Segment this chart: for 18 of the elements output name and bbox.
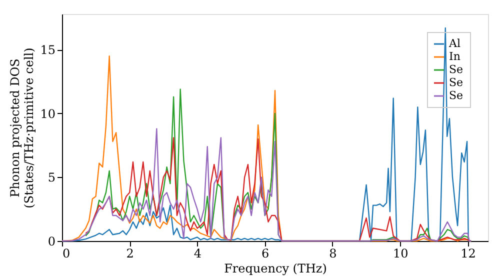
x-tick-label: 2 <box>126 246 134 260</box>
y-axis-title: Phonon projected DOS (States/THz·primitive cell) <box>8 48 36 208</box>
y-tick-label: 10 <box>40 106 56 121</box>
legend-label: Se <box>449 89 464 102</box>
x-tick-label: 10 <box>392 246 408 260</box>
x-axis-title: Frequency (THz) <box>224 262 327 276</box>
y-tick-label: 15 <box>40 43 56 58</box>
legend-label: Al <box>448 37 461 50</box>
legend-label: Se <box>449 63 464 76</box>
x-tick-label: 12 <box>460 246 476 260</box>
legend-label: Se <box>449 76 464 89</box>
x-tick-label: 8 <box>329 246 337 260</box>
legend-label: In <box>449 50 460 63</box>
y-tick-label: 5 <box>48 170 56 185</box>
x-tick-label: 4 <box>194 246 202 260</box>
x-tick-label: 6 <box>262 246 270 260</box>
y-tick-label: 0 <box>48 234 56 248</box>
x-tick-label: 0 <box>62 246 70 260</box>
